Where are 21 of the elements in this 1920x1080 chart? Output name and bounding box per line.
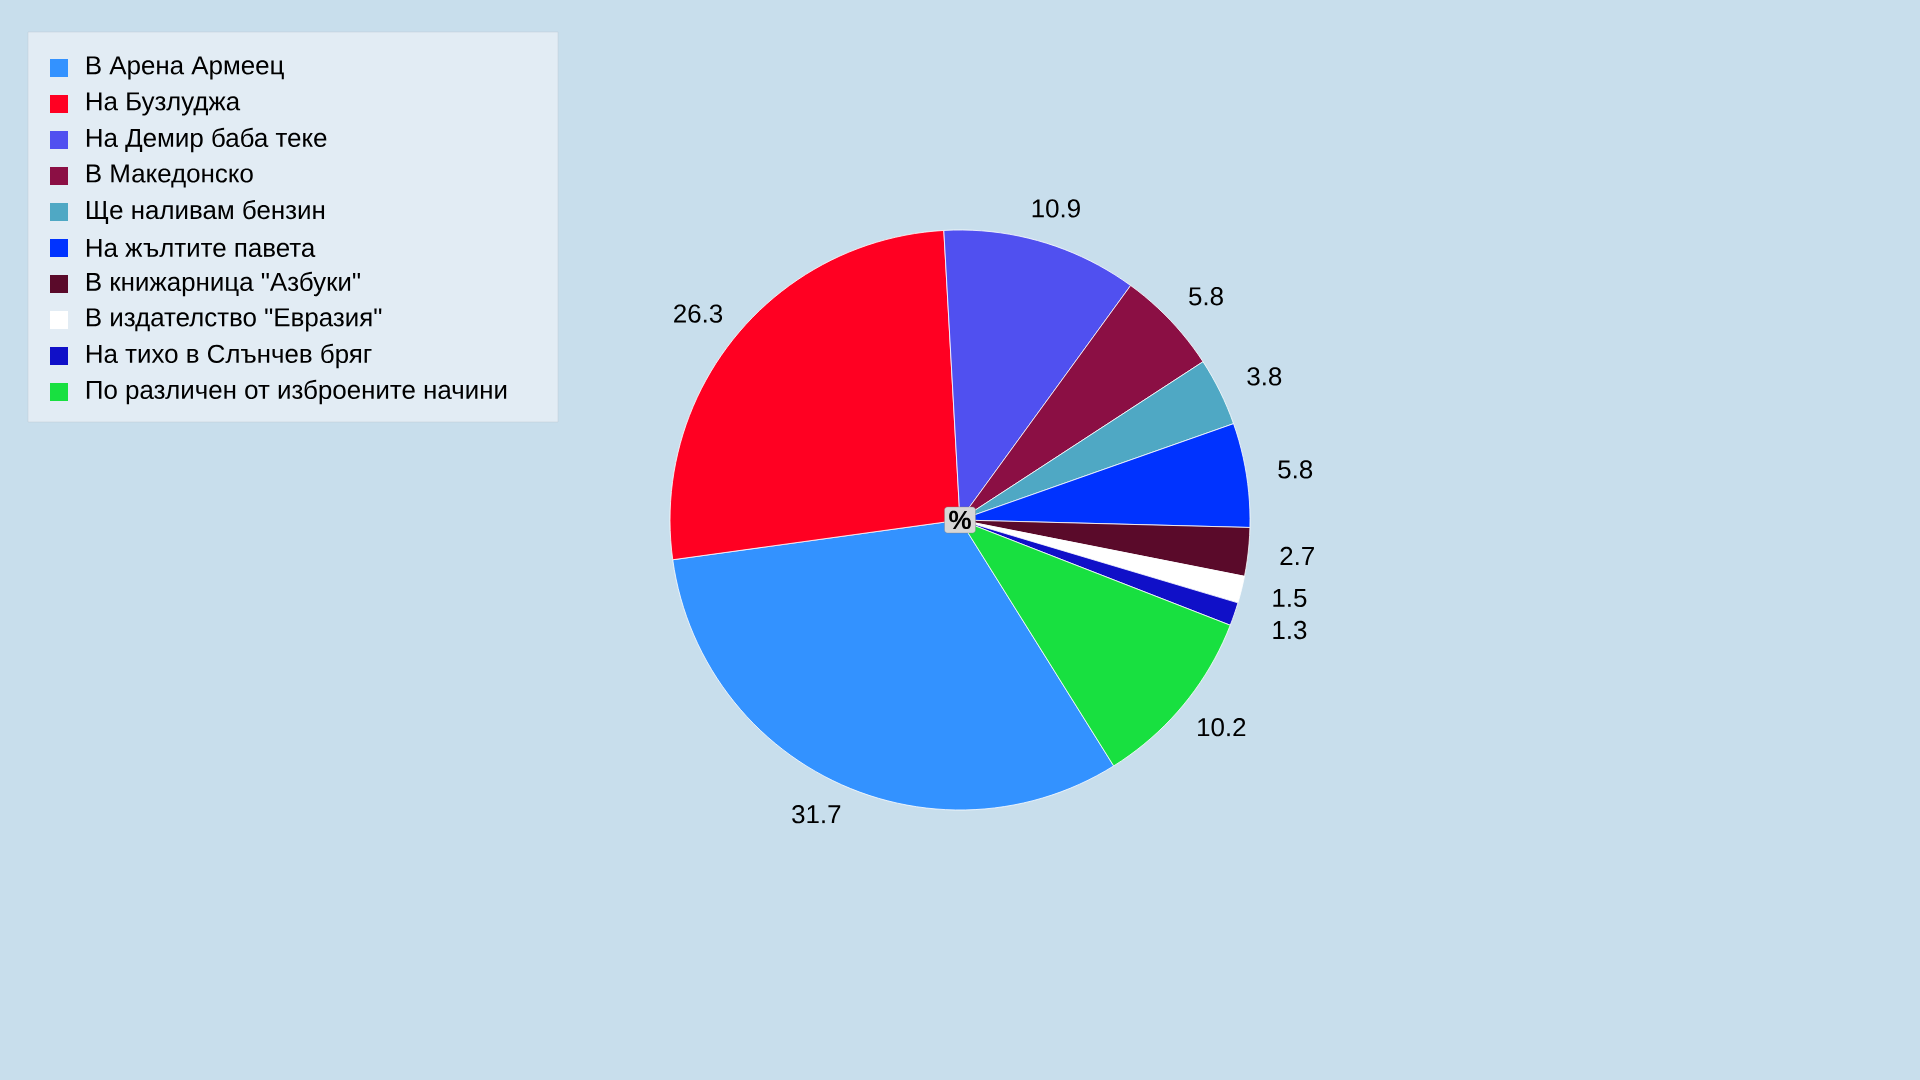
data-label: 1.5 (1273, 588, 1307, 608)
data-label: 31.7 (792, 805, 841, 824)
data-label: 5.8 (1278, 460, 1313, 479)
legend-label: По различен от изброените начини (86, 379, 507, 405)
legend-label: В Македонско (86, 164, 253, 188)
legend-label: Ще наливам бензин (86, 199, 325, 225)
legend-label: В издателство "Евразия" (86, 308, 382, 332)
data-label: 10.9 (1032, 199, 1080, 218)
legend-label: В Арена Армеец (86, 56, 284, 80)
data-label: 2.7 (1280, 546, 1314, 565)
legend-label: На тихо в Слънчев бряг (86, 343, 372, 369)
legend-label: В книжарница "Азбуки" (86, 271, 360, 297)
data-label: 1.3 (1273, 620, 1307, 640)
data-label: 3.8 (1247, 367, 1282, 386)
data-label: 10.2 (1198, 718, 1246, 737)
data-label: 26.3 (674, 304, 723, 323)
data-label: 5.8 (1189, 287, 1223, 306)
legend-label: На Демир баба теке (86, 127, 327, 153)
legend-label: На Бузлуджа (86, 92, 241, 116)
legend-label: На жълтите павета (86, 238, 316, 258)
text: % (949, 510, 971, 530)
